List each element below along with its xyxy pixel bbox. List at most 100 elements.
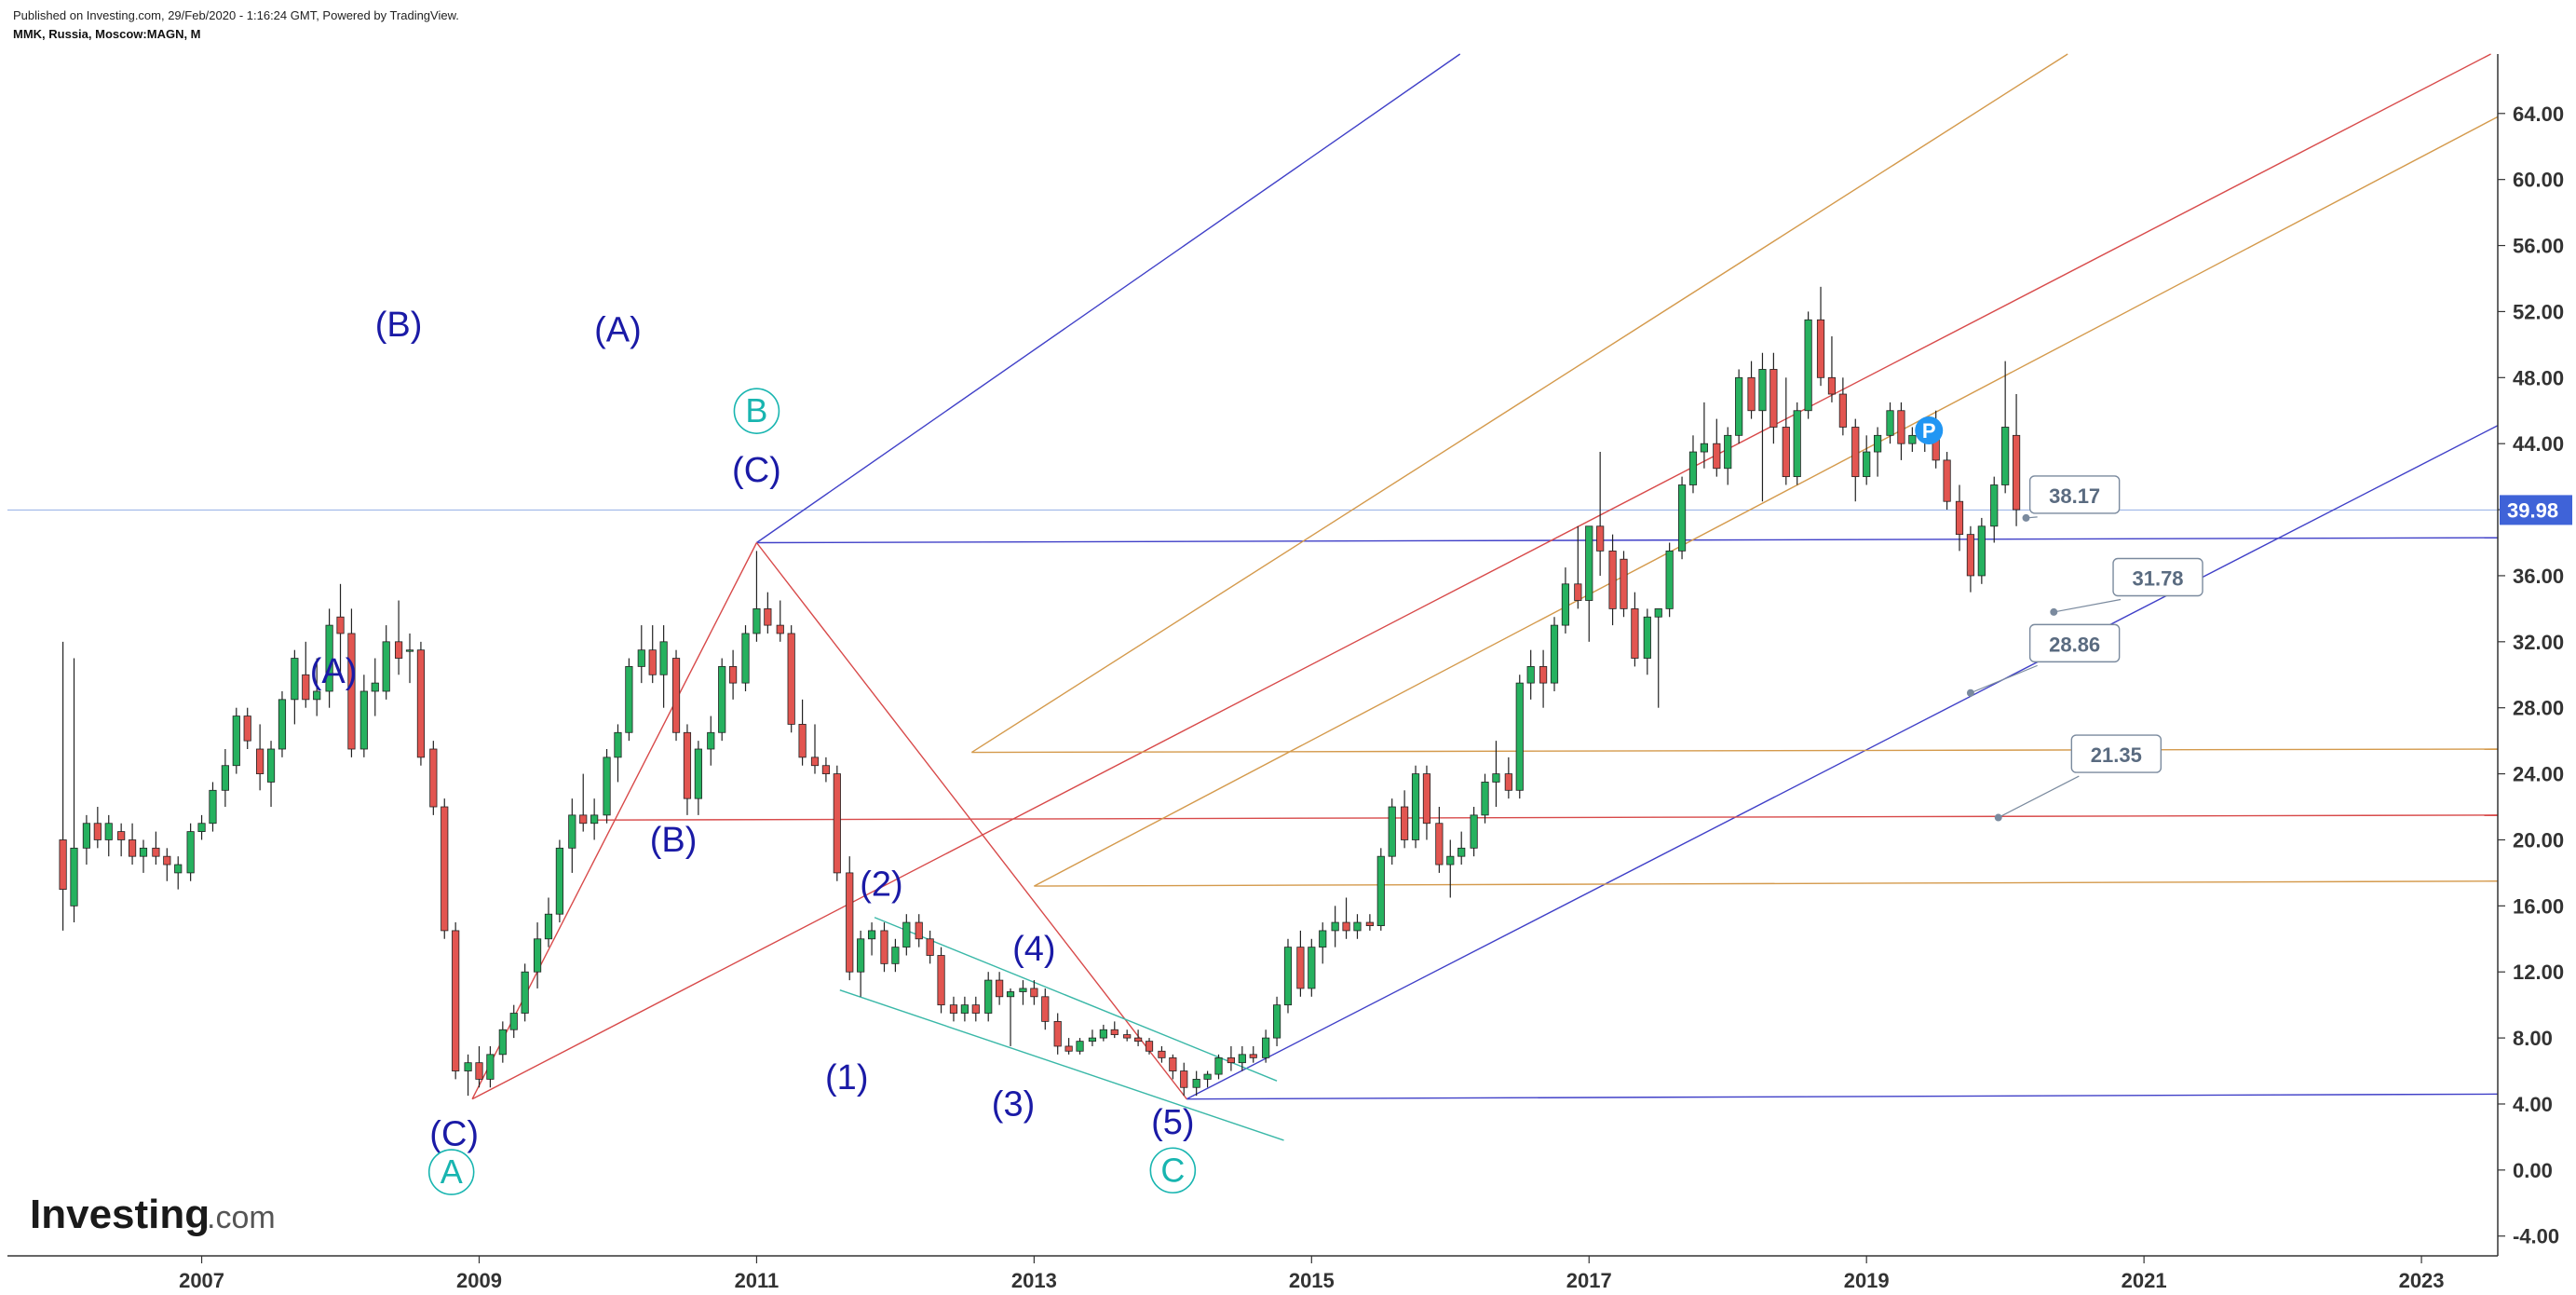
candle-body-139 [1665,550,1674,609]
candle-body-137 [1643,616,1651,659]
candle-body-141 [1688,451,1698,485]
y-tick-label-11: 20.00 [2513,828,2564,852]
candle-body-135 [1620,558,1628,609]
x-tick-label-5: 2017 [1566,1269,1612,1292]
candle-body-9 [163,855,171,866]
candle-body-160 [1908,434,1917,444]
candle-body-48 [614,731,622,758]
candle-body-103 [1249,1054,1257,1058]
candle-body-56 [707,731,715,750]
candle-body-96 [1169,1056,1177,1071]
wedge-lower-line [839,989,1284,1141]
candle-body-106 [1283,947,1293,1006]
candle-body-148 [1769,369,1778,428]
candle-body-154 [1838,393,1847,428]
candle-body-36 [475,1062,483,1080]
candle-body-24 [336,616,345,634]
y-tick-label-1: 60.00 [2513,169,2564,192]
candle-body-73 [902,921,911,948]
circle-label-2: C [1160,1151,1185,1189]
candle-body-11 [186,831,195,874]
candle-body-114 [1376,855,1385,927]
candle-body-112 [1353,921,1362,932]
callout-anchor-3 [1994,813,2002,822]
pitchfork-horizontal-bottom [1186,1093,2499,1100]
candle-body-136 [1631,607,1639,659]
candle-body-116 [1401,806,1409,840]
candle-body-33 [441,806,449,932]
wave-label-0: (B) [375,306,423,345]
y-tick-label-14: 8.00 [2513,1027,2553,1050]
pitchfork-median-line [471,53,2491,1100]
candle-body-99 [1203,1073,1212,1080]
callout-pointer-1 [2054,598,2122,613]
candle-body-147 [1758,369,1767,412]
logo-suffix: .com [207,1200,276,1235]
y-tick-label-3: 52.00 [2513,300,2564,323]
candle-body-120 [1446,855,1455,866]
candle-body-97 [1180,1070,1188,1088]
candle-body-125 [1504,773,1512,791]
candle-body-168 [2001,427,2010,485]
candle-body-132 [1585,525,1593,601]
candle-body-5 [117,831,126,840]
wave-label-6: (2) [860,866,902,905]
y-tick-label-8: 32.00 [2513,631,2564,654]
candle-body-166 [1977,525,1986,577]
candle-body-2 [82,823,91,849]
candle-body-8 [152,847,160,857]
candle-body-61 [764,607,772,626]
candle-body-128 [1539,666,1548,684]
candle-body-95 [1158,1050,1166,1058]
x-tick-label-2: 2011 [735,1269,780,1292]
candle-body-110 [1331,921,1339,932]
candle-body-15 [232,716,240,767]
wave-label-9: (3) [992,1084,1035,1124]
candle-body-25 [347,633,356,750]
horizontal-level-orange-lower [1034,880,2499,887]
candle-body-20 [291,658,299,701]
wave-label-10: (5) [1151,1103,1194,1142]
candle-body-140 [1677,484,1687,552]
y-tick-label-0: 64.00 [2513,102,2564,126]
circle-label-ring-1 [733,388,780,434]
candle-body-113 [1365,921,1374,927]
x-tick-label-8: 2023 [2399,1269,2445,1292]
candle-body-18 [266,748,276,783]
candle-body-105 [1272,1004,1281,1039]
pitchfork-upper-line [756,53,1461,544]
candle-body-37 [486,1054,495,1080]
callout-box-0 [2028,475,2121,514]
horizontal-level-orange-upper [971,748,2499,754]
candle-body-57 [718,666,726,733]
candle-body-40 [521,971,529,1014]
candle-body-169 [2012,434,2021,511]
candle-body-67 [833,773,841,874]
candle-body-75 [926,938,934,956]
candle-body-71 [880,930,888,964]
candle-body-39 [509,1013,518,1030]
candle-body-4 [104,823,113,840]
pitchfork-lower-line [1186,425,2499,1100]
candle-body-13 [209,789,217,825]
candle-body-34 [452,930,460,1071]
candle-body-159 [1897,410,1905,444]
candle-body-102 [1238,1054,1246,1064]
candle-body-60 [752,607,761,634]
price-callouts: 38.17 31.78 28.86 21.35 [1966,475,2203,822]
axes: 64.0060.0056.0052.0048.0044.0040.0036.00… [7,54,2572,1292]
candle-body-92 [1123,1034,1132,1039]
flag-marker-label: P [1922,419,1936,443]
pitchfork-upper-parallel [970,53,2068,754]
candle-body-98 [1192,1078,1200,1088]
y-tick-label-10: 24.00 [2513,763,2564,786]
wedge-upper-line [874,917,1278,1082]
candle-body-93 [1134,1037,1143,1043]
wave-labels: (B) (A) (C) (A) (B) (C) (2) (1) (4) (3) (5) A B C P [310,306,1944,1195]
candle-body-72 [891,947,900,964]
candle-body-142 [1700,443,1708,453]
candle-body-133 [1596,525,1605,552]
logo-text: Investing [30,1192,210,1237]
callout-anchor-0 [2022,513,2030,522]
